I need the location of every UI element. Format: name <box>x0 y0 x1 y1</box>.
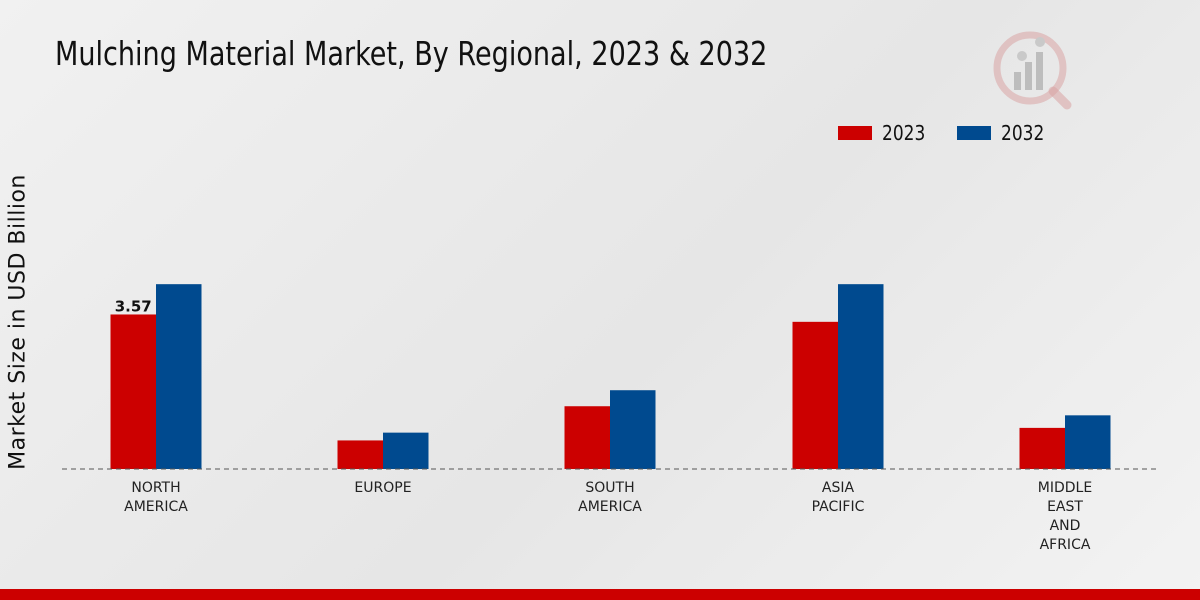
legend-item-2032: 2032 <box>957 121 1052 145</box>
x-tick-label-2: SOUTH AMERICA <box>578 480 642 515</box>
market-research-logo-icon <box>993 31 1072 110</box>
legend-item-2023: 2023 <box>838 121 933 145</box>
x-tick-label-0: NORTH AMERICA <box>124 480 188 515</box>
data-label-0: 3.57 <box>115 297 152 315</box>
legend-swatch-2023 <box>838 126 872 140</box>
legend-label-2032: 2032 <box>1001 121 1045 145</box>
bar-2023-2 <box>564 406 610 469</box>
bar-2023-0 <box>110 314 156 469</box>
bar-2023-1 <box>337 440 383 469</box>
bar-2032-0 <box>156 284 202 469</box>
x-tick-label-3: ASIA PACIFIC <box>812 480 865 515</box>
legend-swatch-2032 <box>957 126 991 140</box>
bar-2032-4 <box>1065 415 1111 469</box>
footer-accent-bar <box>0 589 1200 600</box>
legend-label-2023: 2023 <box>882 121 926 145</box>
bar-2032-3 <box>838 284 884 469</box>
bar-2032-2 <box>610 390 656 469</box>
bar-2023-4 <box>1019 427 1065 469</box>
x-tick-label-1: EUROPE <box>354 480 411 496</box>
bar-2032-1 <box>383 432 429 469</box>
chart-title: Mulching Material Market, By Regional, 2… <box>55 34 768 73</box>
bar-2023-3 <box>792 321 838 469</box>
x-tick-label-4: MIDDLE EAST AND AFRICA <box>1038 480 1092 553</box>
